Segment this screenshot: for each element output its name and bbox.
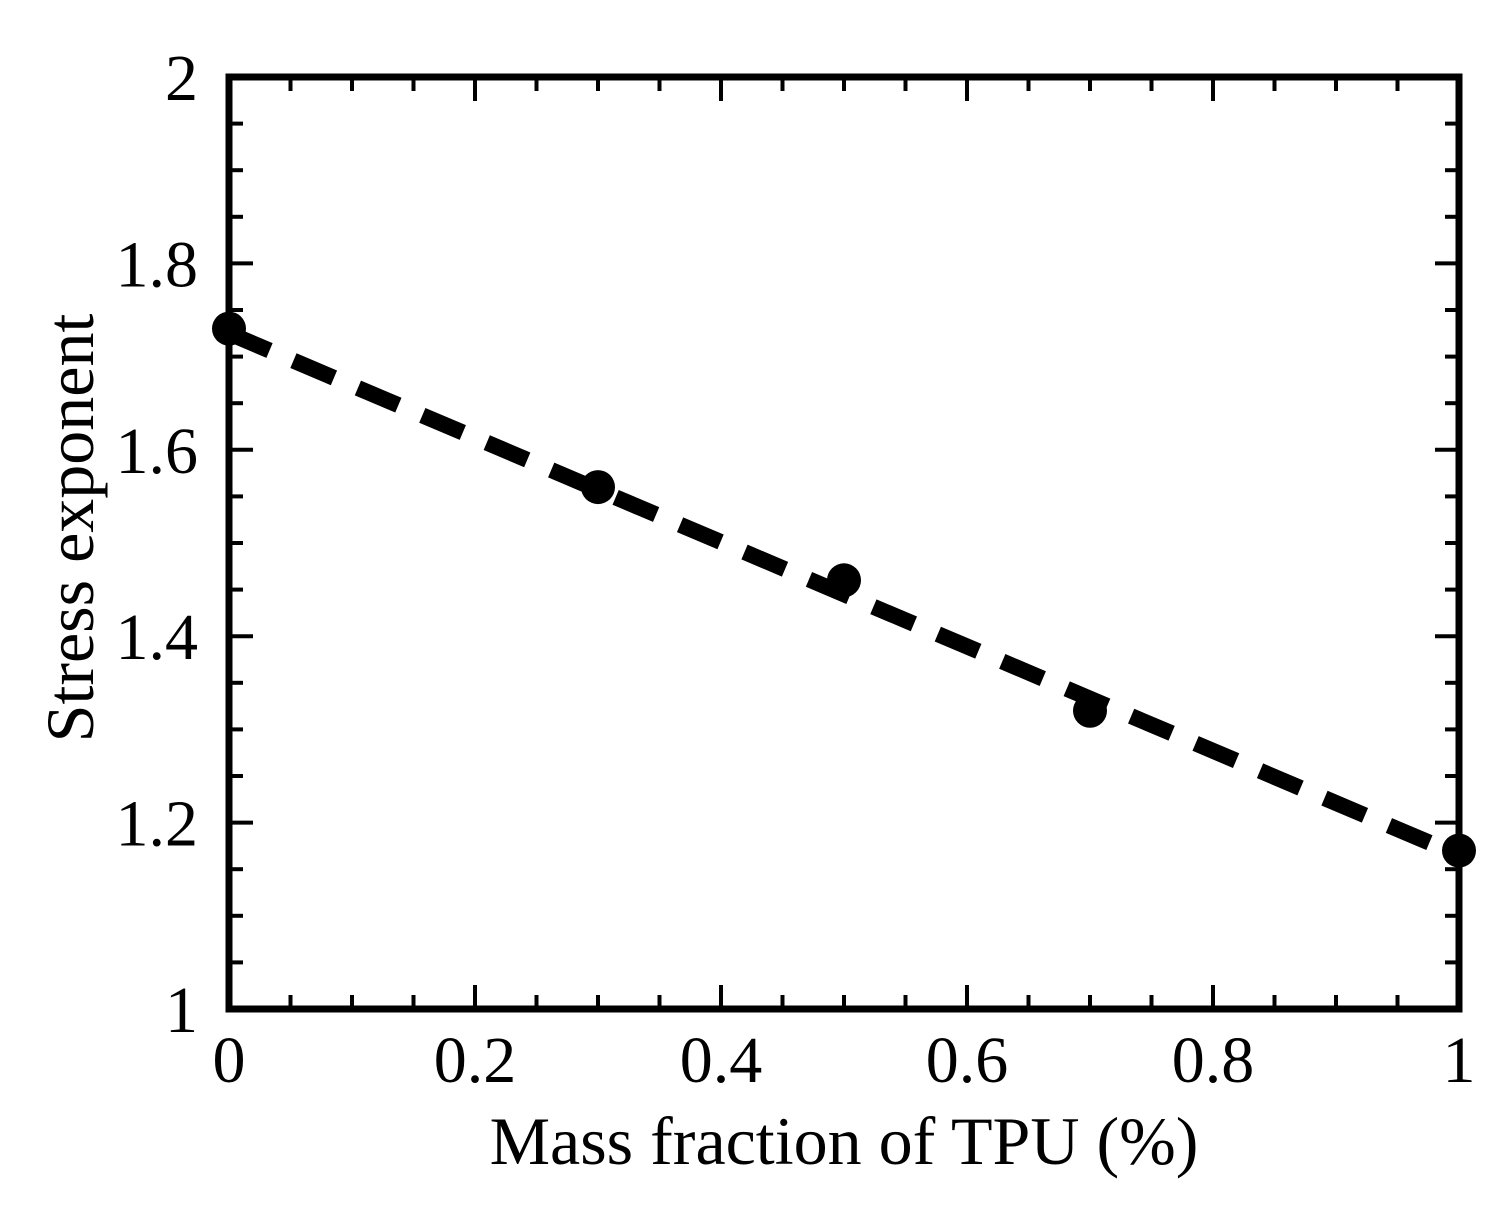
- y-tick-label: 2: [165, 42, 198, 115]
- data-point: [1073, 693, 1107, 728]
- x-tick-label: 0.4: [680, 1024, 763, 1097]
- x-axis-title: Mass fraction of TPU (%): [490, 1103, 1199, 1179]
- y-tick-label: 1.8: [116, 228, 199, 301]
- y-tick-label: 1.6: [116, 415, 199, 488]
- x-tick-label: 0.6: [926, 1024, 1009, 1097]
- y-tick-label: 1: [165, 974, 198, 1047]
- data-points: [212, 311, 1476, 868]
- y-axis-title: Stress exponent: [32, 314, 108, 743]
- data-point: [581, 470, 615, 505]
- x-tick-label: 0.2: [434, 1024, 517, 1097]
- x-tick-label: 0.8: [1172, 1024, 1255, 1097]
- x-tick-label: 0: [213, 1024, 246, 1097]
- x-tick-labels: 0 0.2 0.4 0.6 0.8 1: [213, 1024, 1476, 1097]
- plot-frame: [225, 73, 1463, 1013]
- y-tick-labels: 1 1.2 1.4 1.6 1.8 2: [116, 42, 199, 1047]
- x-tick-label: 1: [1443, 1024, 1476, 1097]
- axis-ticks: [227, 75, 1461, 1011]
- y-tick-label: 1.4: [116, 601, 199, 674]
- y-tick-label: 1.2: [116, 788, 199, 861]
- data-point: [827, 563, 861, 598]
